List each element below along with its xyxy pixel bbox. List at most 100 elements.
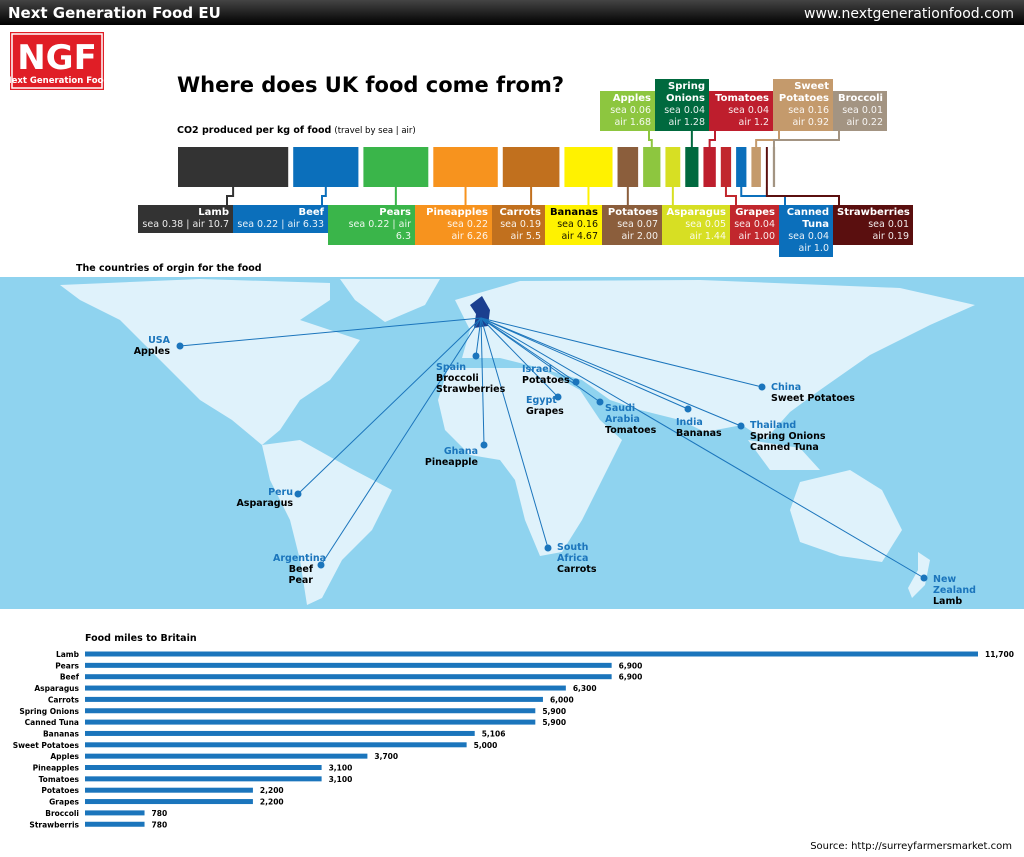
co2-block xyxy=(564,147,613,187)
co2-value: sea 0.04 xyxy=(734,219,775,230)
co2-label: Potatoes sea 0.07 air 2.00 xyxy=(602,205,662,245)
food-name: Beef xyxy=(298,207,324,218)
map-heading: The countries of orgin for the food xyxy=(76,263,262,274)
connector xyxy=(755,131,780,147)
origin-dot xyxy=(737,422,745,430)
origin-food: Strawberries xyxy=(436,384,506,395)
value-label: 11,700 xyxy=(985,650,1014,659)
origin-food: Sweet Potatoes xyxy=(771,393,855,404)
co2-value: sea 0.22 xyxy=(447,219,488,230)
origin-food: Lamb xyxy=(933,596,963,607)
bar xyxy=(85,719,536,725)
food-name: Pineapples xyxy=(426,207,488,218)
co2-value: sea 0.19 xyxy=(500,219,541,230)
co2-value: sea 0.16 xyxy=(788,105,829,116)
co2-value: sea 0.05 xyxy=(685,219,726,230)
co2-value: air 6.26 xyxy=(451,231,488,242)
food-name: Grapes xyxy=(735,207,775,218)
value-label: 5,900 xyxy=(542,718,566,727)
bar xyxy=(85,765,322,770)
co2-value: air 1.00 xyxy=(738,231,775,242)
bar xyxy=(85,742,467,748)
co2-value: sea 0.22 | air 6.3 xyxy=(348,219,411,242)
co2-value: air 5.5 xyxy=(510,231,542,242)
co2-label: Pears sea 0.22 | air 6.3 xyxy=(328,205,415,245)
co2-block xyxy=(502,147,560,187)
country: Saudi Arabia xyxy=(605,403,640,425)
value-label: 5,000 xyxy=(474,741,498,750)
bar xyxy=(85,730,475,736)
origin-food: Tomatoes xyxy=(605,425,657,436)
category-label: Beef xyxy=(60,673,80,682)
origin-dot xyxy=(176,342,184,350)
origin-dot xyxy=(544,544,552,552)
origin-food: Apples xyxy=(133,346,170,357)
co2-label: Tomatoes sea 0.04 air 1.2 xyxy=(709,91,773,131)
route xyxy=(480,317,485,446)
co2-label: Carrots sea 0.19 air 5.5 xyxy=(492,205,545,245)
food-name: Tomatoes xyxy=(715,93,769,104)
origin-label: Argentina Beef Pear xyxy=(273,553,326,586)
co2-block xyxy=(665,147,681,187)
co2-value: air 4.67 xyxy=(561,231,598,242)
connector xyxy=(740,187,786,205)
co2-value: sea 0.01 xyxy=(868,219,909,230)
header-url[interactable]: www.nextgenerationfood.com xyxy=(804,6,1014,22)
category-label: Tomatoes xyxy=(39,775,80,784)
origin-dot xyxy=(920,574,928,582)
co2-value: sea 0.04 xyxy=(728,105,769,116)
connector xyxy=(321,187,327,205)
food-name: Apples xyxy=(612,93,651,104)
origin-label: Thailand Spring Onions Canned Tuna xyxy=(750,420,826,453)
co2-value: air 2.00 xyxy=(621,231,658,242)
category-label: Canned Tuna xyxy=(25,718,79,727)
co2-block xyxy=(433,147,498,187)
co2-label: Canned Tuna sea 0.04 air 1.0 xyxy=(779,205,833,257)
food-name: Canned Tuna xyxy=(786,207,829,230)
logo-border xyxy=(11,33,103,89)
origin-dot xyxy=(758,383,766,391)
value-label: 3,100 xyxy=(329,775,353,784)
route xyxy=(475,317,482,357)
food-name: Sweet Potatoes xyxy=(778,81,829,104)
origin-food: Pineapple xyxy=(424,457,478,468)
value-label: 2,200 xyxy=(260,786,284,795)
value-label: 6,300 xyxy=(573,684,597,693)
land xyxy=(60,279,975,605)
co2-value: sea 0.04 xyxy=(664,105,705,116)
co2-heading-text: CO2 produced per kg of food xyxy=(177,125,331,136)
connector xyxy=(724,187,737,205)
origin-food: Pear xyxy=(288,575,313,586)
co2-value: sea 0.06 xyxy=(610,105,651,116)
co2-block xyxy=(703,147,716,187)
co2-value: sea 0.01 xyxy=(842,105,883,116)
bar xyxy=(85,799,253,805)
bar xyxy=(85,753,368,759)
origin-label: Egypt Grapes xyxy=(526,395,564,417)
route xyxy=(320,317,482,566)
co2-note: (travel by sea | air) xyxy=(334,126,415,136)
food-name: Strawberries xyxy=(837,207,910,218)
food-name: Asparagus xyxy=(666,207,726,218)
value-label: 2,200 xyxy=(260,798,284,807)
co2-block xyxy=(772,147,776,187)
co2-heading: CO2 produced per kg of food (travel by s… xyxy=(177,125,416,136)
food-name: Bananas xyxy=(549,207,598,218)
category-label: Carrots xyxy=(48,695,80,704)
logo-abbr: NGF xyxy=(17,38,97,78)
category-label: Apples xyxy=(50,752,79,761)
co2-block xyxy=(643,147,661,187)
origin-label: Saudi Arabia Tomatoes xyxy=(605,403,656,436)
co2-value: air 0.92 xyxy=(792,117,829,128)
country: Ghana xyxy=(443,446,478,457)
country: Thailand xyxy=(750,420,797,431)
food-name: Carrots xyxy=(499,207,541,218)
origin-food: Canned Tuna xyxy=(750,442,819,453)
origin-food: Potatoes xyxy=(522,375,570,386)
origin-food: Spring Onions xyxy=(750,431,826,442)
co2-label: Apples sea 0.06 air 1.68 xyxy=(600,91,655,131)
origin-dot xyxy=(472,352,480,360)
category-label: Broccoli xyxy=(45,809,79,818)
co2-label: Grapes sea 0.04 air 1.00 xyxy=(730,205,779,245)
value-label: 3,100 xyxy=(329,764,353,773)
